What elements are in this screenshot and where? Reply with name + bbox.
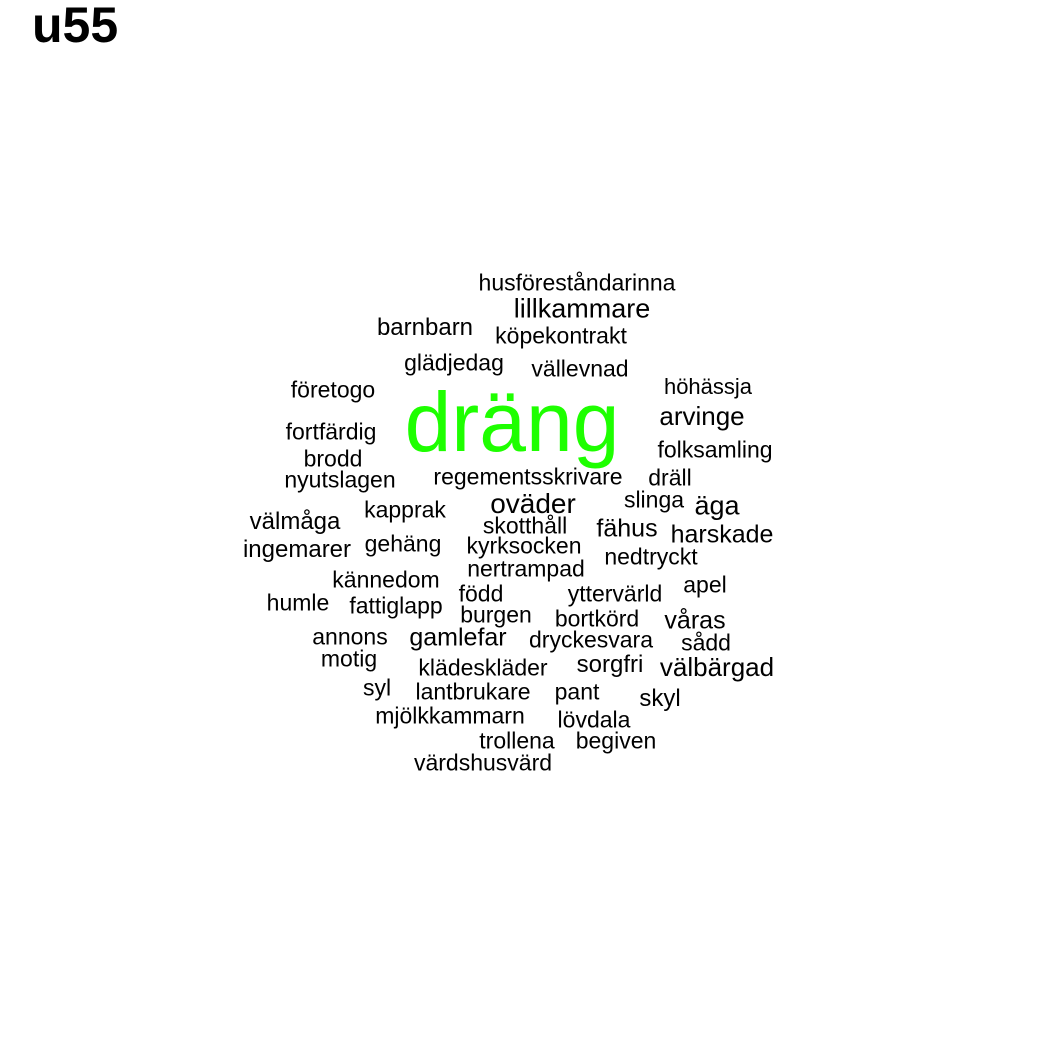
word-fattiglapp: fattiglapp bbox=[349, 592, 443, 619]
word-fodd: född bbox=[458, 580, 504, 607]
word-bortkord: bortkörd bbox=[554, 605, 640, 632]
word-motig: motig bbox=[320, 645, 378, 672]
word-barnbarn: barnbarn bbox=[376, 314, 474, 341]
word-valbargad: välbärgad bbox=[659, 652, 775, 682]
word-sadd: sådd bbox=[681, 629, 731, 656]
word-harskade: harskade bbox=[670, 520, 774, 549]
word-regementsskrivare: regementsskrivare bbox=[433, 463, 623, 490]
word-gehang: gehäng bbox=[364, 530, 442, 557]
word-syl: syl bbox=[362, 674, 392, 701]
word-sorgfri: sorgfri bbox=[576, 651, 644, 678]
word-kannedom: kännedom bbox=[332, 566, 440, 593]
word-drang: dräng bbox=[404, 375, 620, 469]
word-kapprak: kapprak bbox=[364, 496, 446, 523]
word-dryckesvara: dryckesvara bbox=[529, 626, 653, 653]
word-kopekontrakt: köpekontrakt bbox=[495, 322, 627, 349]
word-trollena: trollena bbox=[479, 727, 555, 754]
word-lillkammare: lillkammare bbox=[513, 293, 651, 324]
word-nyutslagen: nyutslagen bbox=[284, 466, 396, 493]
word-fahus: fähus bbox=[596, 514, 658, 543]
word-hohassja: höhässja bbox=[663, 374, 753, 399]
word-lovdala: lövdala bbox=[557, 706, 631, 733]
word-folksamling: folksamling bbox=[657, 436, 773, 463]
word-nedtryckt: nedtryckt bbox=[604, 543, 698, 570]
word-valmaga: välmåga bbox=[249, 508, 341, 535]
word-kladesklader: klädeskläder bbox=[418, 654, 548, 681]
word-drall: dräll bbox=[648, 464, 692, 491]
word-aga: äga bbox=[694, 490, 740, 521]
word-slinga: slinga bbox=[623, 486, 685, 513]
word-apel: apel bbox=[683, 571, 727, 598]
word-ovader: oväder bbox=[490, 488, 576, 519]
word-fortfardig: fortfärdig bbox=[285, 418, 377, 445]
word-ingemarer: ingemarer bbox=[242, 536, 352, 563]
word-skyl: skyl bbox=[639, 685, 681, 712]
word-husforestandarinna: husföreståndarinna bbox=[478, 269, 676, 296]
word-burgen: burgen bbox=[460, 601, 532, 628]
word-humle: humle bbox=[266, 589, 330, 616]
word-annons: annons bbox=[312, 623, 388, 650]
word-arvinge: arvinge bbox=[659, 401, 745, 431]
word-gamlefar: gamlefar bbox=[409, 623, 507, 652]
word-foretogo: företogo bbox=[290, 376, 376, 403]
word-skotthall: skotthåll bbox=[482, 512, 568, 539]
word-begiven: begiven bbox=[575, 727, 657, 754]
word-lantbrukare: lantbrukare bbox=[415, 678, 531, 705]
word-pant: pant bbox=[554, 678, 600, 705]
word-nertrampad: nertrampad bbox=[467, 555, 585, 582]
page-title: u55 bbox=[32, 0, 119, 53]
word-vardshusvard: värdshusvärd bbox=[413, 749, 553, 776]
word-yttervarld: yttervärld bbox=[567, 580, 663, 607]
word-mjolkkammarn: mjölkkammarn bbox=[375, 702, 525, 729]
word-varas: våras bbox=[664, 606, 726, 635]
word-kyrksocken: kyrksocken bbox=[466, 532, 582, 559]
word-vallevnad: vällevnad bbox=[531, 355, 629, 382]
word-brodd: brodd bbox=[303, 445, 363, 472]
word-gladjedag: glädjedag bbox=[404, 349, 504, 376]
